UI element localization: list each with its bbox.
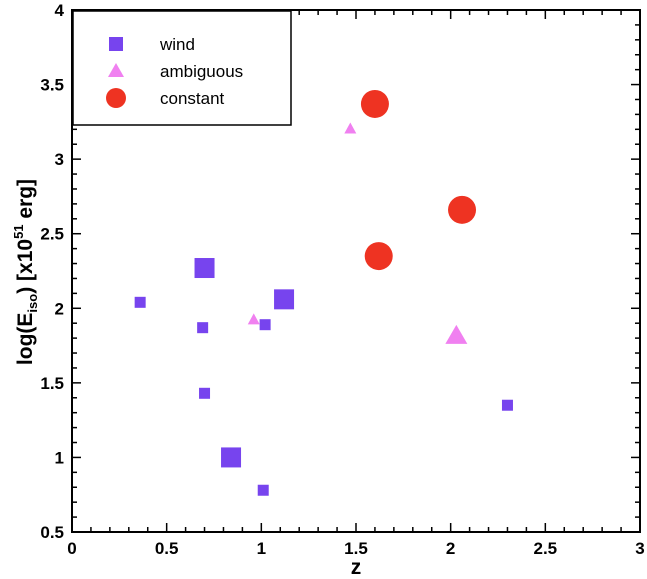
- y-axis-title: log(Eiso) [x1051 erg]: [11, 179, 40, 365]
- x-tick-label: 0: [67, 539, 76, 558]
- constant-point: [360, 89, 389, 118]
- y-tick-label: 1.5: [40, 374, 64, 393]
- ambiguous-point: [445, 324, 468, 344]
- y-tick-label: 2.5: [40, 225, 64, 244]
- wind-point: [259, 319, 271, 331]
- legend-circle-icon: [106, 88, 126, 108]
- x-tick-label: 3: [635, 539, 644, 558]
- legend-triangle-icon: [108, 63, 124, 77]
- legend-square-icon: [109, 37, 123, 51]
- ambiguous-point: [344, 122, 357, 134]
- x-tick-label: 2.5: [534, 539, 558, 558]
- wind-point: [197, 322, 209, 334]
- wind-point: [134, 296, 146, 308]
- y-axis-title-subscript: iso: [25, 294, 40, 313]
- y-tick-label: 4: [55, 1, 65, 20]
- legend-label-wind: wind: [159, 35, 195, 54]
- y-tick-label: 3: [55, 150, 64, 169]
- wind-point: [221, 447, 242, 468]
- x-tick-label: 1.5: [344, 539, 368, 558]
- y-axis-title-prefix: log(E: [14, 313, 37, 366]
- x-tick-label: 1: [257, 539, 266, 558]
- legend-box: [72, 10, 292, 126]
- y-tick-label: 1: [55, 448, 64, 467]
- wind-point: [274, 289, 295, 310]
- wind-point: [199, 387, 211, 399]
- y-tick-label: 0.5: [40, 523, 64, 542]
- legend: wind ambiguous constant: [72, 10, 292, 126]
- y-axis-title-suffix: erg]: [14, 179, 37, 225]
- y-axis-title-middle: ) [x10: [14, 239, 37, 294]
- legend-label-ambiguous: ambiguous: [160, 62, 243, 81]
- data-points: [134, 89, 513, 496]
- legend-label-constant: constant: [160, 89, 225, 108]
- wind-point: [501, 399, 513, 411]
- y-tick-label: 2: [55, 299, 64, 318]
- x-tick-label: 0.5: [155, 539, 179, 558]
- y-axis-title-superscript: 51: [11, 224, 26, 238]
- ambiguous-point: [247, 313, 260, 325]
- constant-point: [448, 195, 477, 224]
- wind-point: [257, 484, 269, 496]
- wind-point: [194, 258, 215, 279]
- x-axis-title: z: [351, 556, 362, 579]
- x-tick-label: 2: [446, 539, 455, 558]
- constant-point: [364, 242, 393, 271]
- y-tick-label: 3.5: [40, 76, 64, 95]
